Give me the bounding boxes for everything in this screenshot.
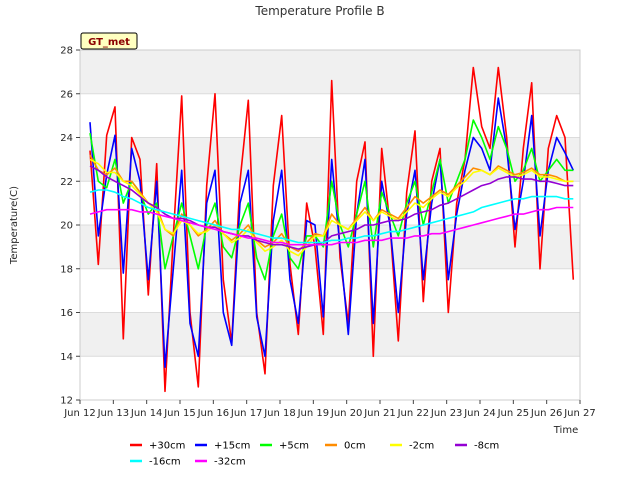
grid-band [80, 50, 580, 94]
y-tick-label: 26 [60, 89, 73, 100]
series-line-16cm [89, 189, 574, 244]
series-line-30cm [89, 66, 575, 393]
y-tick-label: 24 [60, 133, 73, 144]
legend-label: -8cm [474, 441, 499, 452]
y-tick-label: 20 [60, 221, 73, 232]
x-tick-label: Jun 20 [330, 408, 363, 419]
x-tick-label: Jun 19 [297, 408, 330, 419]
legend-label: +15cm [214, 441, 250, 452]
x-tick-label: Jun 26 [530, 408, 563, 419]
x-axis-label: Time [553, 425, 578, 436]
legend: +30cm +15cm +5cm 0cm -2cm -8cm -16cm -32cm [130, 441, 499, 468]
x-tick-label: Jun 12 [63, 408, 96, 419]
x-tick-label: Jun 17 [230, 408, 263, 419]
y-tick-label: 16 [60, 308, 73, 319]
x-tick-label: Jun 21 [363, 408, 396, 419]
y-tick-label: 22 [60, 177, 73, 188]
x-tick-label: Jun 18 [263, 408, 296, 419]
chart-title: Temperature Profile B [254, 4, 384, 18]
y-tick-label: 28 [60, 46, 73, 57]
x-tick-label: Jun 14 [130, 408, 163, 419]
y-tick-label: 18 [60, 264, 73, 275]
legend-label: -32cm [214, 457, 246, 468]
grid-band [80, 225, 580, 269]
legend-label: 0cm [344, 441, 366, 452]
series-line-32cm [89, 206, 574, 246]
x-tick-label: Jun 13 [97, 408, 130, 419]
x-tick-label: Jun 25 [497, 408, 530, 419]
x-tick-label: Jun 22 [397, 408, 430, 419]
legend-label: -16cm [149, 457, 181, 468]
legend-label: -2cm [409, 441, 434, 452]
grid-band [80, 312, 580, 357]
legend-label: +5cm [279, 441, 309, 452]
x-tick-label: Jun 23 [430, 408, 463, 419]
gt-met-badge: GT_met [80, 32, 138, 50]
y-axis-label: Temperature(C) [9, 186, 20, 265]
legend-label: +30cm [149, 441, 185, 452]
series-lines [89, 66, 575, 393]
x-tick-label: Jun 15 [163, 408, 196, 419]
y-tick-label: 12 [60, 396, 73, 407]
x-tick-label: Jun 16 [197, 408, 230, 419]
series-line-5cm [89, 119, 574, 281]
badge-label: GT_met [88, 37, 130, 48]
x-tick-label: Jun 24 [463, 408, 496, 419]
series-line-2cm [89, 158, 574, 257]
x-tick-label: Jun 27 [563, 408, 596, 419]
y-tick-label: 14 [60, 352, 73, 363]
